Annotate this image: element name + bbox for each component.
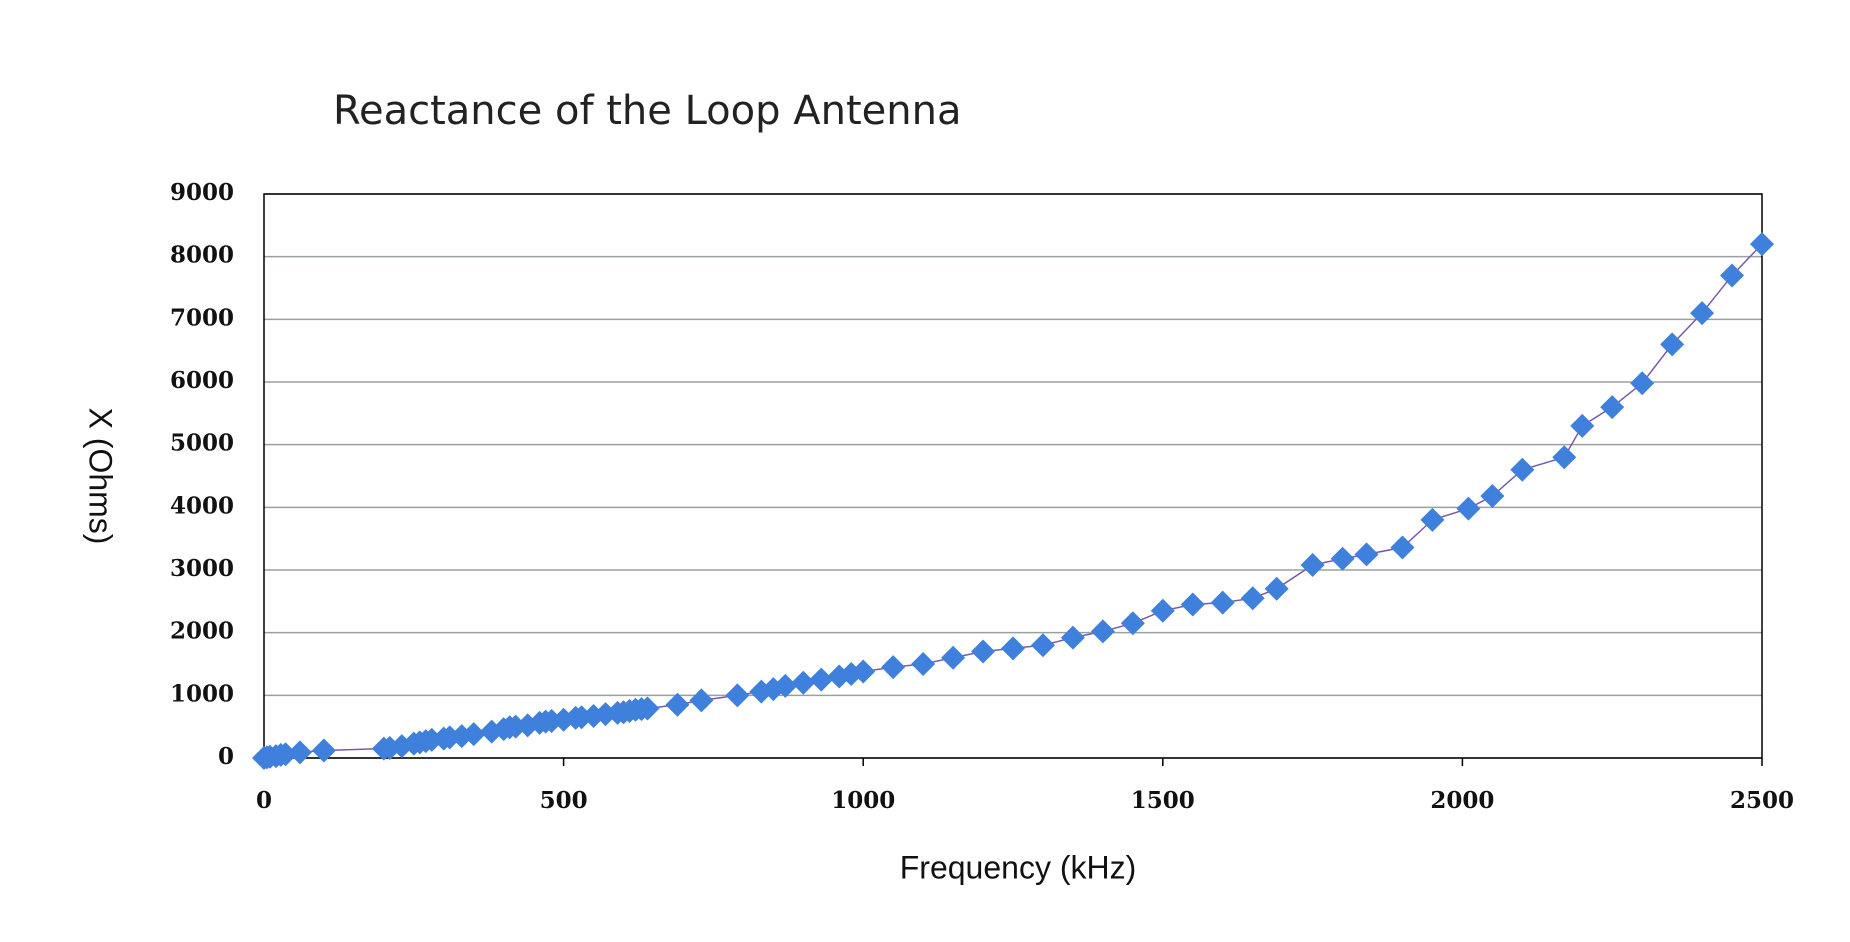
- data-point: [1240, 586, 1265, 611]
- x-tick-label: 2000: [1430, 787, 1494, 814]
- data-point: [1480, 484, 1505, 509]
- data-point: [1720, 263, 1745, 288]
- data-point: [635, 696, 660, 721]
- x-tick-label: 2500: [1730, 787, 1794, 814]
- data-point: [1150, 598, 1175, 623]
- data-point: [1001, 636, 1025, 661]
- x-tick-label: 0: [256, 787, 272, 814]
- data-point: [971, 639, 996, 664]
- data-point: [1456, 496, 1481, 521]
- data-point: [1210, 590, 1235, 615]
- data-point: [1264, 576, 1289, 601]
- data-point: [1660, 332, 1685, 357]
- data-point: [1750, 232, 1774, 257]
- data-point: [1180, 592, 1205, 617]
- plot-frame: [263, 193, 1763, 759]
- y-tick-label: 1000: [170, 680, 234, 707]
- data-point: [809, 667, 834, 692]
- x-tick-label: 500: [540, 787, 588, 814]
- data-point: [273, 742, 298, 767]
- y-axis-label: X (Ohms): [83, 408, 119, 545]
- data-point: [1600, 395, 1625, 420]
- y-tick-label: 3000: [170, 555, 234, 582]
- y-tick-label: 9000: [170, 179, 234, 206]
- data-point: [1030, 633, 1055, 658]
- y-tick-label: 5000: [170, 430, 234, 457]
- data-point: [287, 740, 312, 765]
- data-point: [911, 652, 936, 676]
- data-point: [665, 692, 690, 717]
- data-point: [1690, 301, 1715, 326]
- data-point: [1300, 552, 1325, 577]
- data-point: [1510, 457, 1535, 482]
- data-point: [725, 683, 750, 708]
- data-point: [773, 673, 798, 698]
- data-point: [1354, 542, 1379, 567]
- data-point: [1420, 507, 1445, 532]
- data-point: [461, 722, 486, 747]
- data-point: [1630, 371, 1655, 396]
- series-line: [263, 243, 1763, 759]
- data-point: [1060, 625, 1085, 650]
- x-tick-label: 1500: [1131, 787, 1195, 814]
- chart-title: Reactance of the Loop Antenna: [333, 88, 961, 134]
- data-point: [1120, 611, 1145, 636]
- y-tick-label: 6000: [170, 367, 234, 394]
- data-point: [1330, 546, 1355, 571]
- y-tick-label: 8000: [170, 242, 234, 269]
- y-tick-label: 7000: [170, 304, 234, 331]
- x-tick-label: 1000: [831, 787, 895, 814]
- y-tick-label: 2000: [170, 618, 234, 645]
- y-tick-label: 4000: [170, 492, 234, 519]
- data-point: [689, 688, 714, 713]
- data-point: [1090, 619, 1115, 644]
- data-point: [311, 738, 336, 763]
- y-tick-label: 0: [218, 743, 234, 770]
- data-point: [1570, 413, 1595, 438]
- data-point: [851, 659, 876, 684]
- data-point: [791, 670, 816, 695]
- data-point: [881, 655, 906, 680]
- data-point: [1390, 535, 1415, 560]
- data-point: [1552, 445, 1577, 470]
- x-axis-label: Frequency (kHz): [900, 849, 1137, 885]
- data-point: [941, 645, 966, 670]
